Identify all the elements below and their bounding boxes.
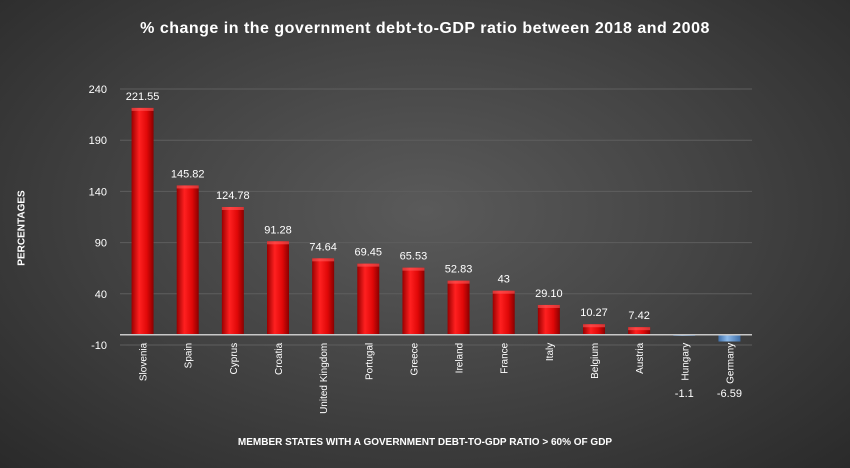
bar-cap [628,327,651,331]
x-tick-label: France [500,342,511,374]
x-axis-title: MEMBER STATES WITH A GOVERNMENT DEBT-TO-… [237,437,613,448]
data-label: 29.10 [535,288,563,300]
y-tick-label: -10 [91,340,107,352]
data-label: 69.45 [355,247,383,259]
bar-cap [312,258,335,262]
bar-croatia [267,241,289,335]
x-tick-label: Greece [409,342,420,375]
x-axis-ticks: Slovenia Spain Cyprus Croatia United Kingdom… [139,342,737,414]
bar-cap [583,324,605,328]
bar-germany [718,334,741,342]
data-label: 74.64 [309,241,337,253]
bar-austria [628,327,651,335]
data-label: 145.82 [171,168,205,180]
data-label: 91.28 [264,224,292,236]
value-labels: 221.55 145.82 124.78 91.28 74.64 69.45 65.53 52… [126,91,742,400]
bar-cap [357,263,380,267]
bar-france [492,290,515,335]
y-tick-label: 90 [95,238,107,250]
x-tick-label: Portugal [364,343,375,380]
x-tick-label: Cyprus [229,343,240,375]
x-tick-label: Hungary [680,343,691,381]
bar-cap [492,290,515,294]
y-tick-label: 190 [89,135,107,147]
bar-cap [447,280,470,284]
bar-slovenia [131,107,154,335]
bar-united-kingdom [312,258,335,335]
data-label: 43 [498,274,510,286]
x-tick-label: Belgium [590,343,601,379]
x-tick-label: Austria [635,342,646,374]
bar-cap [176,185,199,189]
bar-italy [537,304,560,335]
data-label: 10.27 [580,307,608,319]
data-label: -1.1 [675,388,694,400]
bar-spain [176,185,199,335]
chart-title: % change in the government debt-to-GDP r… [140,20,710,37]
data-label: -6.59 [717,388,742,400]
data-label: 52.83 [445,264,473,276]
x-tick-label: Ireland [455,343,466,374]
data-label: 7.42 [628,310,649,322]
bar-portugal [357,263,380,335]
bar-greece [402,267,425,335]
bar-cap [537,304,560,308]
y-tick-label: 240 [89,84,107,96]
y-tick-label: 40 [95,289,107,301]
gridlines [120,88,752,346]
y-axis-ticks: -10 40 90 140 190 240 [89,84,107,352]
bar-cap [267,241,289,245]
x-tick-label: Germany [725,343,736,384]
bar-belgium [583,324,605,335]
y-tick-label: 140 [89,186,107,198]
bar-cyprus [221,206,244,335]
data-label: 221.55 [126,91,160,103]
data-label: 124.78 [216,190,250,202]
bar-cap [402,267,425,271]
x-tick-label: Spain [184,343,195,369]
bars [131,107,741,342]
bar-cap [221,206,244,210]
x-tick-label: Italy [545,343,556,361]
x-tick-label: Slovenia [139,342,150,381]
bar-ireland [447,280,470,335]
x-tick-label: United Kingdom [319,343,330,414]
x-tick-label: Croatia [274,342,285,375]
bar-cap [131,107,154,111]
data-label: 65.53 [400,251,428,263]
